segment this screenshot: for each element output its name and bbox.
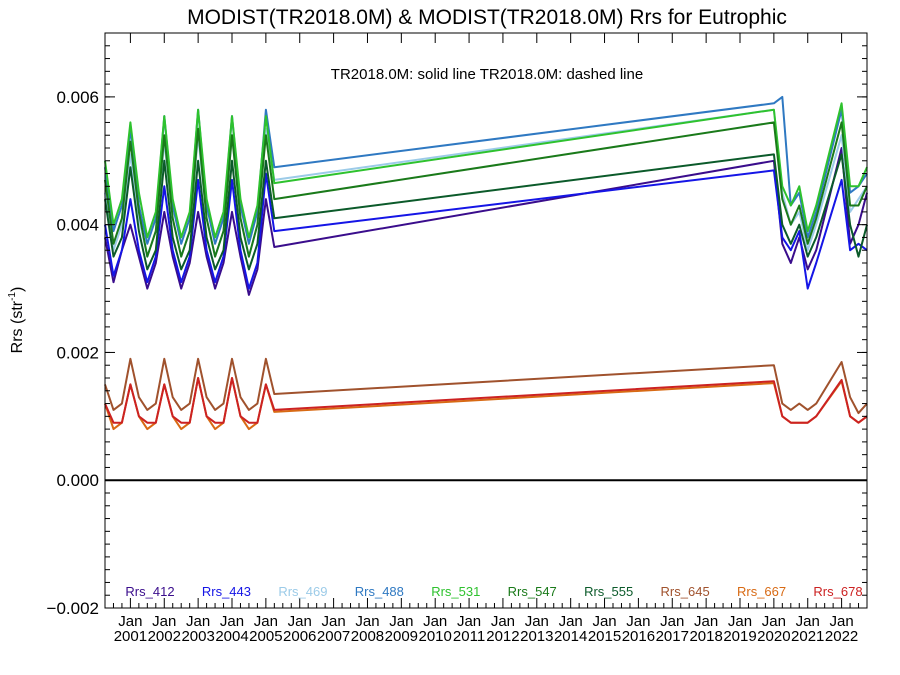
chart-subtitle: TR2018.0M: solid line TR2018.0M: dashed … [331,66,643,83]
x-tick-label-month: Jan [491,613,515,630]
x-tick-label-month: Jan [626,613,650,630]
series-line-rrs-547 [104,121,868,258]
x-tick-label-year: 2019 [723,628,756,645]
x-tick-label-month: Jan [389,613,413,630]
series-line-rrs-678 [104,377,868,424]
x-tick-label-year: 2011 [453,628,485,645]
y-axis-label: Rrs (str-1) [7,287,26,354]
series-line-rrs-531 [104,102,868,239]
axis-layer: −0.0020.0000.0020.0040.006Jan2001Jan2002… [47,32,867,645]
x-tick-label-year: 2015 [588,628,621,645]
x-tick-label-year: 2004 [215,628,248,645]
legend-item-rrs-443: Rrs_443 [202,584,251,599]
y-tick-label: −0.002 [47,599,99,618]
x-tick-label-month: Jan [660,613,684,630]
x-tick-label-month: Jan [423,613,447,630]
x-tick-label-month: Jan [220,613,244,630]
x-tick-label-month: Jan [592,613,616,630]
legend-item-rrs-678: Rrs_678 [813,584,862,599]
x-tick-label-year: 2003 [181,628,214,645]
y-axis-label-close: ) [9,287,26,292]
legend-item-rrs-667: Rrs_667 [737,584,786,599]
x-tick-label-year: 2007 [317,628,350,645]
x-tick-label-year: 2018 [689,628,722,645]
x-tick-label-month: Jan [830,613,854,630]
x-tick-label-year: 2008 [351,628,384,645]
x-tick-label-month: Jan [728,613,752,630]
x-tick-label-month: Jan [525,613,549,630]
x-tick-label-month: Jan [288,613,312,630]
legend-item-rrs-531: Rrs_531 [431,584,480,599]
x-tick-label-year: 2010 [419,628,452,645]
x-tick-label-month: Jan [457,613,481,630]
x-tick-label-month: Jan [762,613,786,630]
x-tick-label-year: 2001 [114,628,147,645]
x-tick-label-month: Jan [796,613,820,630]
x-tick-label-year: 2017 [656,628,689,645]
x-tick-label-year: 2006 [283,628,316,645]
legend-item-rrs-488: Rrs_488 [355,584,404,599]
plot-frame [104,32,868,609]
series-layer [104,95,868,431]
x-tick-label-month: Jan [152,613,176,630]
x-tick-label-year: 2009 [385,628,418,645]
x-tick-label-year: 2020 [757,628,790,645]
legend-item-rrs-645: Rrs_645 [661,584,710,599]
series-line-rrs-443 [104,169,868,290]
series-line-rrs-555 [104,153,868,271]
x-tick-label-month: Jan [186,613,210,630]
series-line-rrs-645 [104,357,868,415]
x-tick-label-year: 2002 [148,628,181,645]
y-tick-label: 0.006 [56,88,99,107]
x-tick-label-year: 2012 [486,628,519,645]
x-tick-label-month: Jan [118,613,142,630]
legend-item-rrs-412: Rrs_412 [125,584,174,599]
y-tick-label: 0.004 [56,216,99,235]
x-tick-label-year: 2014 [554,628,587,645]
y-tick-label: 0.002 [56,343,99,362]
x-tick-label-month: Jan [322,613,346,630]
y-axis-label-exponent: -1 [7,292,18,301]
x-tick-label-year: 2016 [622,628,655,645]
legend-item-rrs-469: Rrs_469 [278,584,327,599]
x-tick-label-year: 2013 [520,628,553,645]
legend-item-rrs-555: Rrs_555 [584,584,633,599]
y-axis-label-main: Rrs (str [9,300,26,353]
x-tick-label-month: Jan [694,613,718,630]
legend-item-rrs-547: Rrs_547 [508,584,557,599]
x-tick-label-year: 2022 [825,628,858,645]
x-tick-label-month: Jan [254,613,278,630]
x-tick-label-year: 2005 [249,628,282,645]
legend: Rrs_412 Rrs_443 Rrs_469 Rrs_488 Rrs_531 Rrs_5… [125,584,862,599]
x-tick-label-month: Jan [559,613,583,630]
y-tick-label: 0.000 [56,471,99,490]
chart-title: MODIST(TR2018.0M) & MODIST(TR2018.0M) Rr… [187,6,787,29]
x-tick-label-month: Jan [355,613,379,630]
x-tick-label-year: 2021 [791,628,824,645]
series-line-rrs-412 [104,147,868,296]
